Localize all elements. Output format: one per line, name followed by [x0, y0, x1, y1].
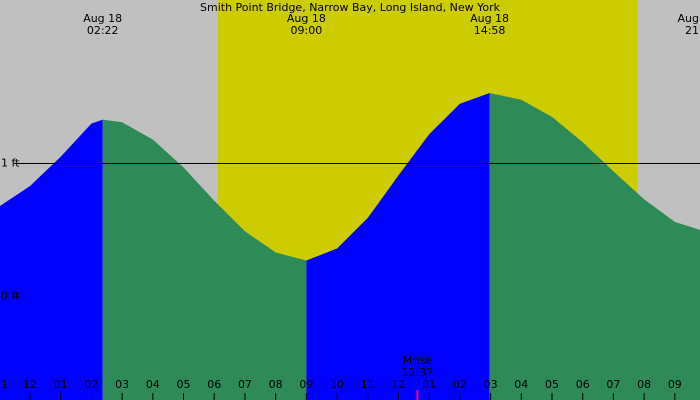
tide-area: [489, 93, 700, 400]
x-tick-label: 04: [514, 378, 528, 391]
tide-area: [306, 93, 490, 400]
x-tick-label: 03: [484, 378, 498, 391]
extreme-time: 14:58: [474, 24, 506, 37]
x-tick-label: 06: [576, 378, 590, 391]
y-tick-label: 1 ft: [1, 156, 20, 169]
x-tick-label: 01: [422, 378, 436, 391]
extreme-date: Aug 18: [287, 12, 326, 25]
extreme-date: Aug 18: [470, 12, 509, 25]
x-tick-label: 1: [1, 378, 8, 391]
x-tick-label: 11: [361, 378, 375, 391]
moon-time: 12:37: [402, 366, 434, 379]
x-tick-label: 01: [54, 378, 68, 391]
x-tick-label: 02: [84, 378, 98, 391]
x-tick-label: 05: [177, 378, 191, 391]
x-tick-label: 05: [545, 378, 559, 391]
x-tick-label: 06: [207, 378, 221, 391]
y-tick-label: 0 ft: [1, 289, 20, 302]
chart-title: Smith Point Bridge, Narrow Bay, Long Isl…: [200, 1, 501, 14]
x-tick-label: 09: [299, 378, 313, 391]
x-tick-label: 07: [238, 378, 252, 391]
x-tick-label: 09: [668, 378, 682, 391]
x-tick-label: 12: [391, 378, 405, 391]
extreme-date: Aug 18: [83, 12, 122, 25]
x-tick-label: 02: [453, 378, 467, 391]
extreme-time: 09:00: [291, 24, 323, 37]
x-tick-label: 03: [115, 378, 129, 391]
x-tick-label: 08: [637, 378, 651, 391]
x-tick-label: 10: [330, 378, 344, 391]
extreme-time: 21: [685, 24, 699, 37]
moon-label: Mrise: [403, 354, 433, 367]
tide-area: [102, 119, 307, 400]
x-tick-label: 07: [606, 378, 620, 391]
tide-area: [0, 119, 103, 400]
extreme-time: 02:22: [87, 24, 119, 37]
extreme-date: Aug: [678, 12, 699, 25]
x-tick-label: 08: [269, 378, 283, 391]
x-tick-label: 04: [146, 378, 160, 391]
x-tick-label: 12: [23, 378, 37, 391]
